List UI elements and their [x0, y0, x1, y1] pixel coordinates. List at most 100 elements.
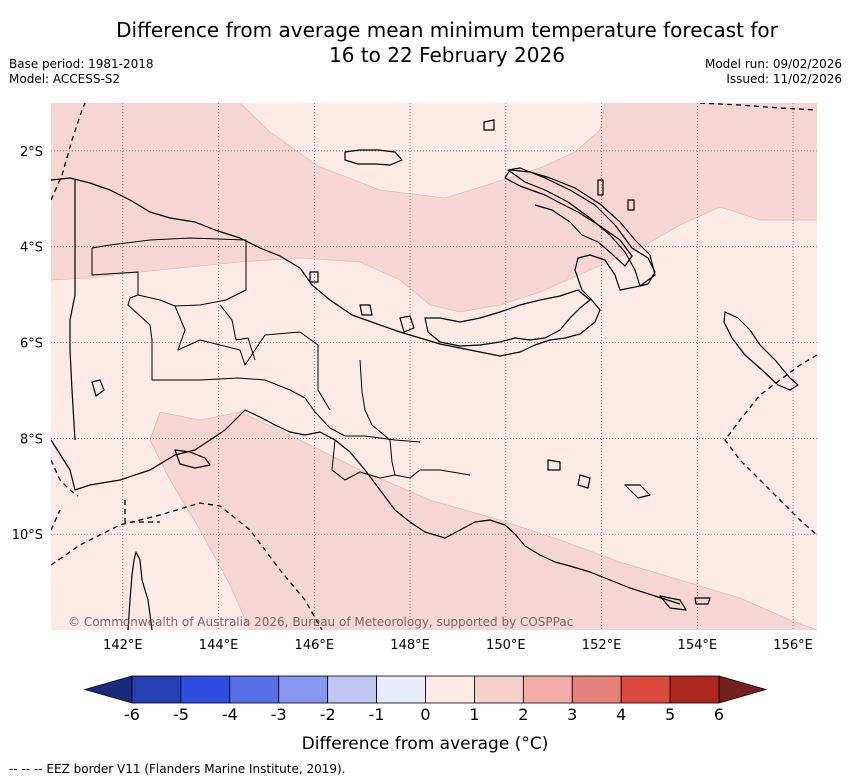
title-line-2: 16 to 22 February 2026 — [329, 43, 565, 67]
colorbar-bin — [131, 675, 182, 704]
small-island — [359, 304, 373, 316]
eez-border — [51, 502, 323, 630]
colorbar-bin — [180, 675, 231, 704]
chart-title: Difference from average mean minimum tem… — [0, 18, 850, 68]
province-borders — [91, 237, 421, 443]
province-borders — [359, 359, 396, 476]
small-island — [399, 315, 415, 333]
meta-left: Base period: 1981-2018 Model: ACCESS-S2 — [9, 57, 154, 87]
colorbar-tick-label: 0 — [420, 705, 430, 724]
gridlines — [51, 103, 817, 630]
lon-tick-label: 144°E — [199, 638, 239, 653]
small-island — [624, 484, 651, 499]
small-island — [627, 199, 635, 211]
south-coast — [51, 409, 681, 605]
province-borders — [91, 248, 139, 295]
small-island — [309, 271, 319, 283]
colorbar-bin — [229, 675, 280, 704]
new-guinea-coast — [51, 169, 656, 357]
torres-islands — [174, 449, 211, 469]
colorbar-tick-label: -3 — [271, 705, 287, 724]
small-island — [577, 474, 591, 489]
colorbar-bin — [425, 675, 475, 704]
small-island — [659, 595, 687, 611]
base-period: Base period: 1981-2018 — [9, 57, 154, 71]
eez-border — [51, 509, 61, 531]
lon-tick-label: 152°E — [582, 638, 622, 653]
eez-border — [124, 500, 160, 523]
colorbar-bin — [474, 675, 524, 704]
eez-border — [724, 354, 817, 536]
colorbar-label: Difference from average (°C) — [302, 734, 549, 754]
manus-island — [344, 149, 403, 166]
colorbar-tick-label: 3 — [567, 705, 577, 724]
axis-tick-labels: 142°E 144°E 146°E 148°E 150°E 152°E 154°E 156°E… — [12, 145, 813, 653]
map-area: © Commonwealth of Australia 2026, Bureau… — [51, 103, 817, 630]
colorbar-tick-label: -2 — [320, 705, 336, 724]
lon-tick-label: 146°E — [295, 638, 335, 653]
lon-tick-label: 156°E — [773, 638, 813, 653]
lat-tick-label: 6°S — [20, 337, 43, 352]
issued-date: Issued: 11/02/2026 — [726, 72, 842, 86]
province-borders — [331, 439, 471, 481]
cape-york — [127, 551, 153, 630]
field-contour — [239, 103, 606, 199]
eez-border — [51, 103, 86, 201]
field-contour — [51, 206, 817, 313]
lon-tick-label: 150°E — [486, 638, 526, 653]
colorbar-bin — [669, 675, 720, 704]
colorbar-unit: °C — [521, 734, 541, 754]
new-ireland — [507, 167, 656, 287]
bougainville — [723, 311, 799, 391]
lat-tick-label: 8°S — [20, 432, 43, 447]
eez-borders — [51, 103, 817, 630]
colorbar-tick-label: -4 — [222, 705, 238, 724]
lat-tick-label: 2°S — [20, 145, 43, 160]
colorbar-label-close: ) — [542, 734, 549, 754]
colorbar-tick-label: 1 — [469, 705, 479, 724]
torres-islands — [91, 379, 105, 397]
anomaly-field-1-2-north — [51, 103, 817, 312]
eez-border — [699, 103, 817, 111]
province-borders — [174, 305, 331, 411]
model-name: Model: ACCESS-S2 — [9, 72, 121, 86]
colorbar-bin — [571, 675, 622, 704]
colorbar-tick-label: -5 — [173, 705, 189, 724]
copyright-text: © Commonwealth of Australia 2026, Bureau… — [68, 615, 573, 629]
new-britain — [424, 289, 591, 347]
lat-tick-label: 4°S — [20, 241, 43, 256]
colorbar-under-arrow — [83, 675, 133, 704]
png-border — [69, 180, 76, 441]
colorbar-label-text: Difference from average ( — [302, 734, 522, 754]
model-run: Model run: 09/02/2026 — [704, 57, 842, 71]
lon-tick-label: 148°E — [390, 638, 430, 653]
field-contour — [149, 411, 817, 630]
lon-tick-label: 142°E — [103, 638, 143, 653]
coastlines — [51, 119, 799, 630]
province-borders — [219, 304, 256, 361]
colorbar-bin — [376, 675, 426, 704]
colorbar-bin — [522, 675, 573, 704]
colorbar-bin — [620, 675, 671, 704]
small-island — [483, 119, 495, 131]
colorbar-tick-label: 4 — [616, 705, 626, 724]
lat-tick-label: 10°S — [12, 528, 43, 543]
colorbar-bin — [327, 675, 377, 704]
small-island — [694, 597, 711, 605]
meta-right: Model run: 09/02/2026 Issued: 11/02/2026 — [705, 57, 842, 87]
colorbar-tick-label: -6 — [124, 705, 140, 724]
colorbar-tick-label: 6 — [714, 705, 724, 724]
colorbar-tick-label: -1 — [369, 705, 385, 724]
lon-tick-label: 154°E — [678, 638, 718, 653]
eez-border — [51, 459, 79, 497]
title-line-1: Difference from average mean minimum tem… — [116, 18, 778, 42]
small-island — [547, 459, 561, 471]
colorbar: -6 -5 -4 -3 -2 -1 0 1 2 3 4 5 6 Difference from avera… — [83, 675, 768, 754]
colorbar-tick-label: 5 — [665, 705, 675, 724]
small-island — [597, 179, 604, 196]
colorbar-bin — [278, 675, 329, 704]
colorbar-over-arrow — [718, 675, 768, 704]
eez-footnote: -- -- -- EEZ border V11 (Flanders Marine… — [9, 762, 346, 776]
colorbar-tick-label: 2 — [518, 705, 528, 724]
